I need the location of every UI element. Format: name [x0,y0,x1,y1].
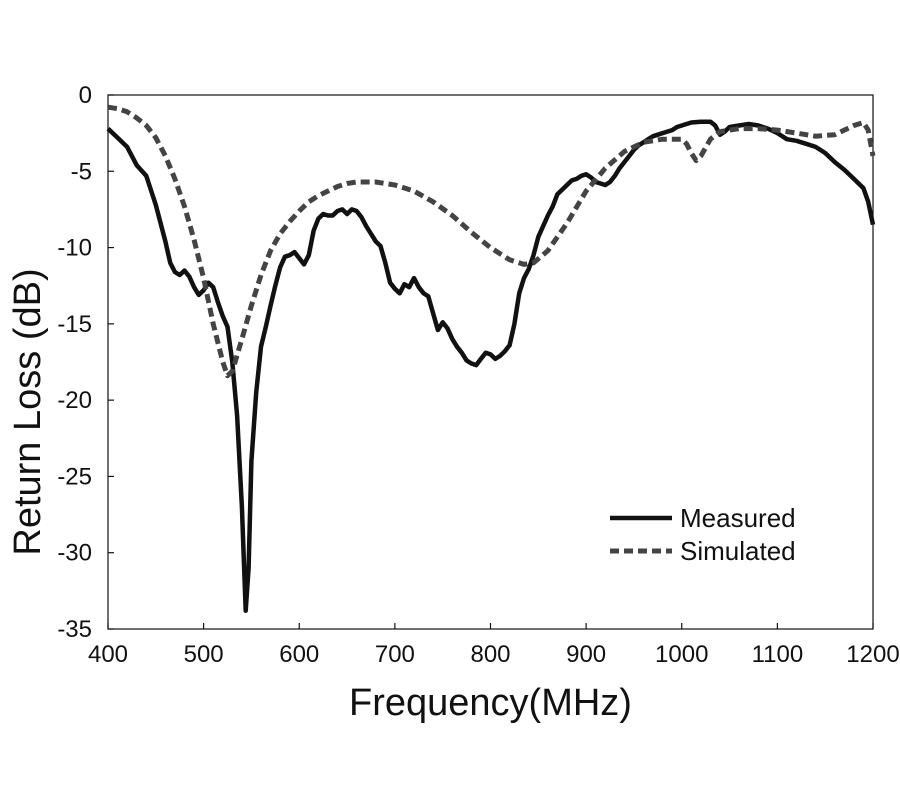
x-tick-label: 500 [184,641,224,668]
series-layer [106,104,876,613]
y-axis-ticks: 0 -5 -10 -15 -20 -25 -30 -35 [57,82,114,643]
y-tick-label: 0 [79,82,92,109]
x-axis-title: Frequency(MHz) [349,682,632,724]
series-line-simulated [107,104,876,379]
x-tick-label: 700 [375,641,415,668]
x-tick-label: 1200 [846,641,899,668]
series-line-measured [106,119,876,613]
x-tick-label: 400 [88,641,128,668]
x-tick-label: 900 [566,641,606,668]
y-tick-label: -10 [57,235,92,262]
x-axis-ticks: 400 500 600 700 800 900 1000 1100 1200 [88,623,900,668]
y-tick-label: -25 [57,463,92,490]
plot-area: 400 500 600 700 800 900 1000 1100 1200 0 -5 -10 -15… [57,82,899,668]
y-tick-label: -15 [57,311,92,338]
x-tick-label: 1100 [752,641,804,668]
legend: Measured Simulated [610,503,796,566]
x-tick-label: 800 [470,641,510,668]
legend-label-simulated: Simulated [680,536,796,566]
x-tick-label: 600 [279,641,319,668]
y-axis-title: Return Loss (dB) [7,268,49,555]
y-tick-label: -30 [57,540,92,567]
x-tick-label: 1000 [655,641,708,668]
y-tick-label: -35 [57,616,92,643]
legend-label-measured: Measured [680,503,796,533]
y-tick-label: -20 [57,387,92,414]
y-tick-label: -5 [71,158,92,185]
